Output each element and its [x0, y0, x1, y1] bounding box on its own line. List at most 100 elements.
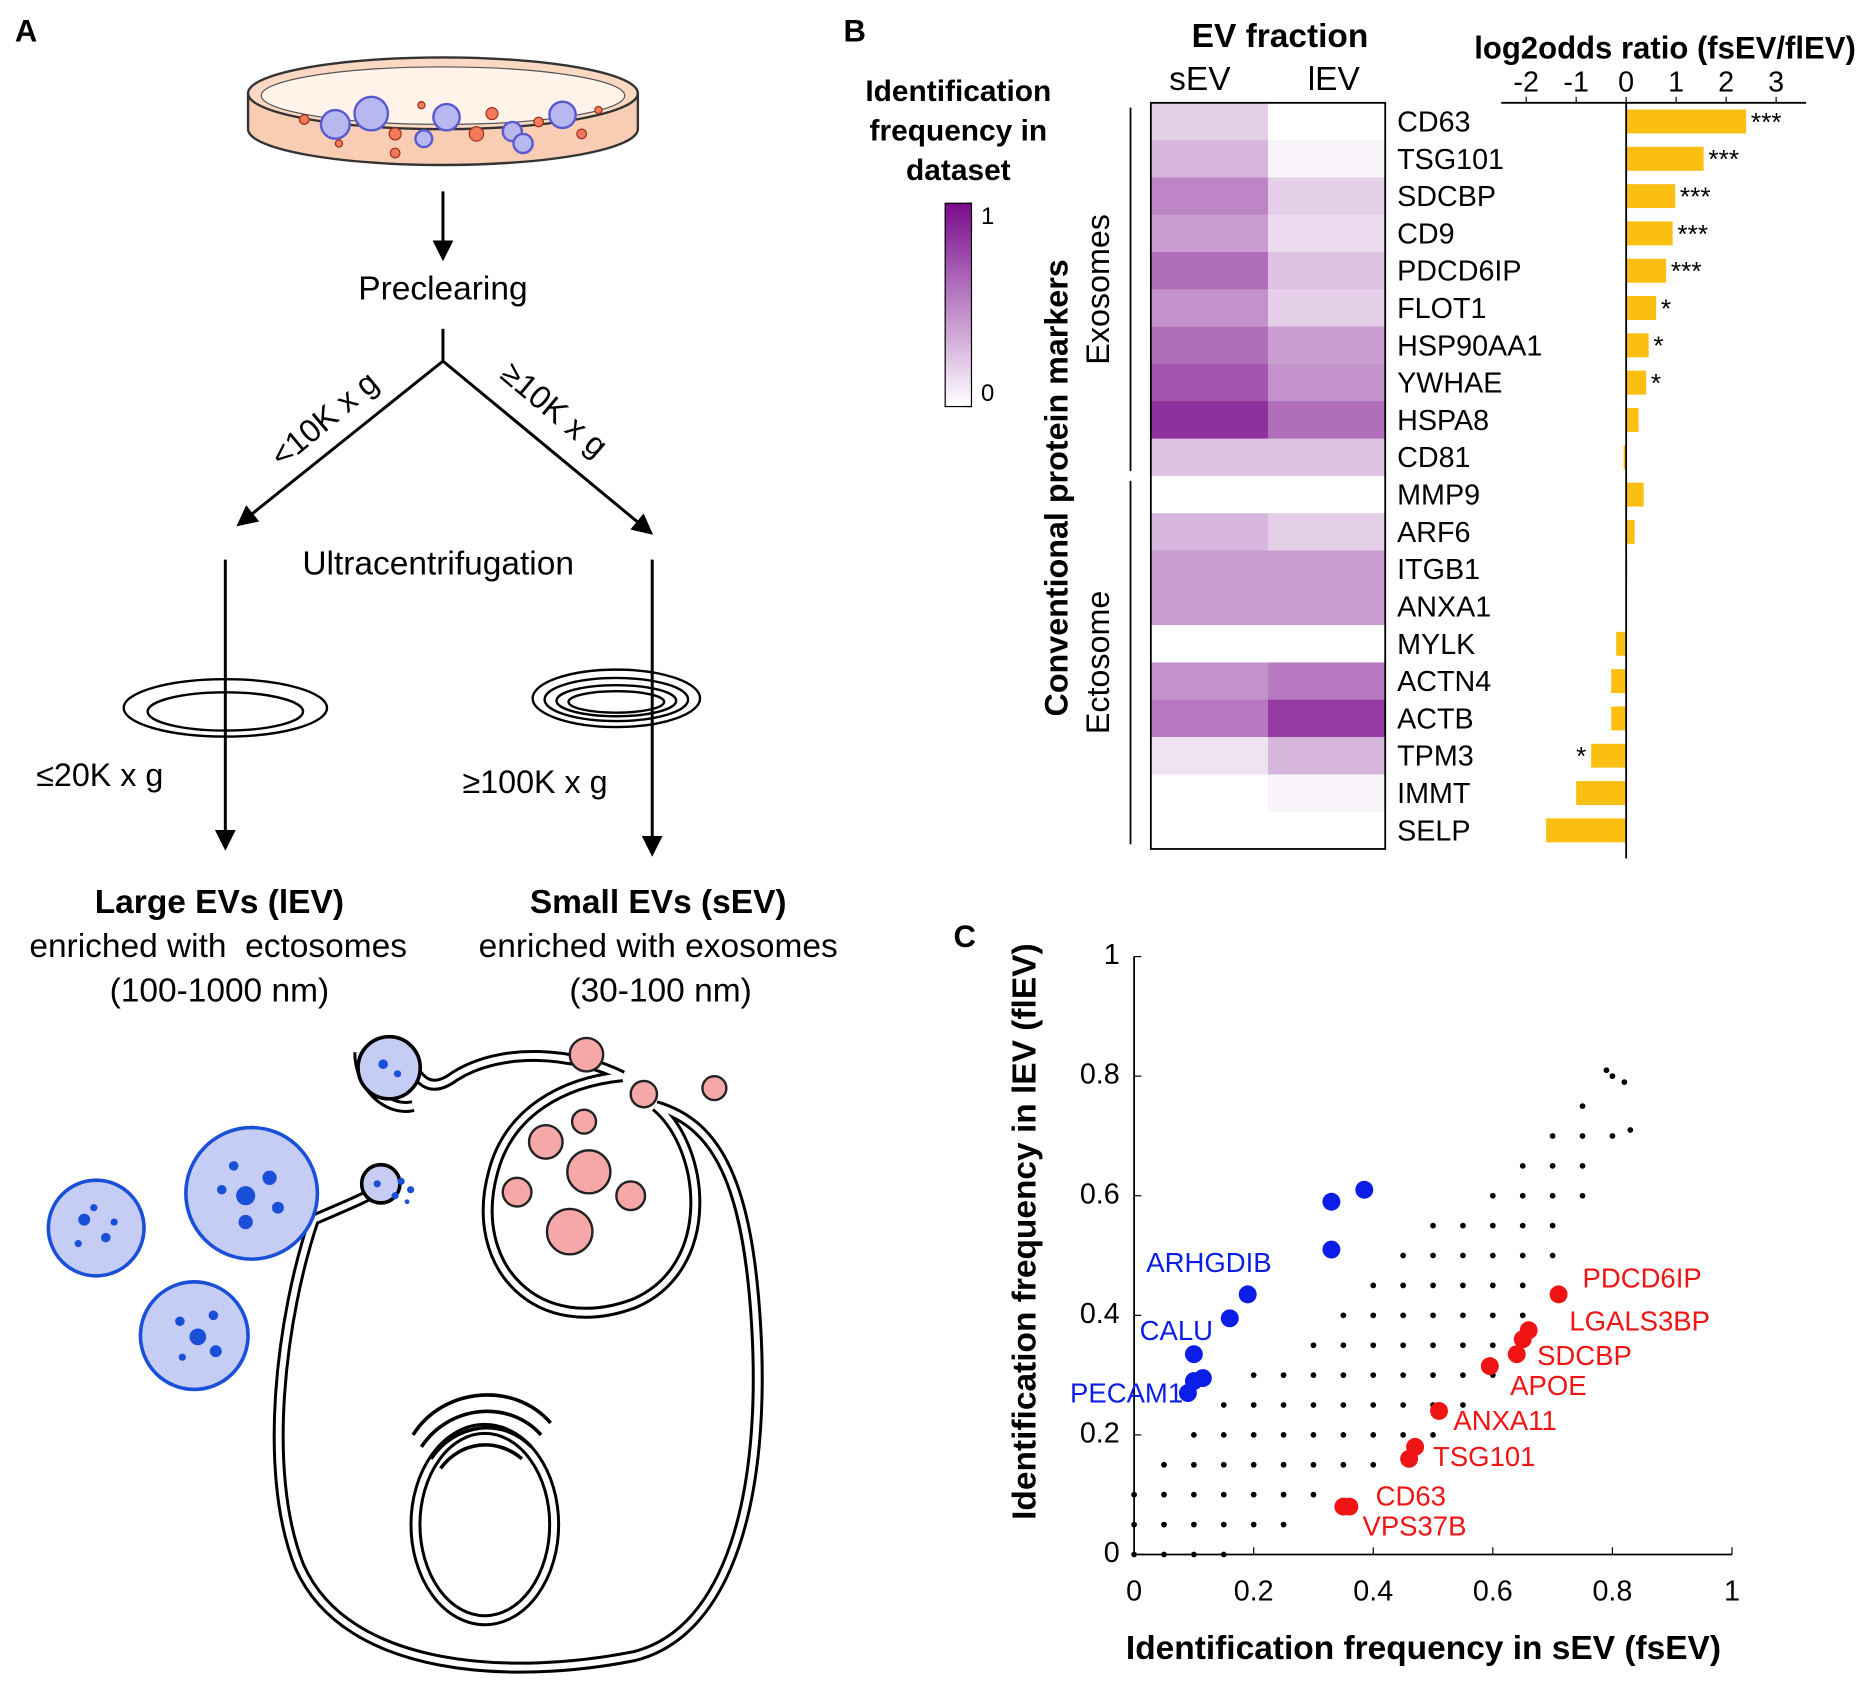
row-label: TPM3 [1397, 741, 1474, 773]
heatmap-cell [1268, 438, 1386, 477]
scatter-point [1400, 1312, 1407, 1319]
branch-label: ≥10K x g [494, 355, 615, 464]
scatter-point [1310, 1342, 1317, 1349]
scatter-point [1400, 1449, 1419, 1468]
scatter-point [1519, 1282, 1526, 1289]
x-tick-label: -2 [1513, 66, 1539, 98]
heatmap-cell [1150, 811, 1269, 850]
scatter-point [1430, 1222, 1436, 1229]
scatter-point [1370, 1312, 1377, 1319]
significance: * [1576, 741, 1586, 771]
bar [1626, 258, 1667, 283]
heatmap-cell [1268, 363, 1386, 402]
y-tick-label: 0 [1104, 1537, 1120, 1569]
scatter-point [1191, 1521, 1197, 1528]
step-label: Ultracentrifugation [302, 545, 574, 582]
scatter-point [1579, 1162, 1586, 1169]
scatter-point [1340, 1372, 1347, 1378]
scatter-point [1161, 1461, 1167, 1468]
heatmap-cell [1268, 811, 1386, 850]
heatmap-cell [1150, 252, 1269, 290]
heatmap-cell [1150, 289, 1269, 328]
x-tick-label: 0.4 [1353, 1575, 1393, 1607]
heatmap-cell [1268, 475, 1386, 514]
scatter-point [1370, 1282, 1377, 1289]
scatter-point [1460, 1402, 1466, 1408]
heatmap-cell [1268, 177, 1386, 216]
bar [1626, 221, 1673, 246]
heatmap-cell [1150, 737, 1269, 775]
significance: *** [1677, 219, 1708, 249]
fraction-title: Large EVs (lEV) [95, 884, 344, 921]
scatter-point [1400, 1402, 1407, 1408]
heatmap-cell [1268, 401, 1386, 440]
x-tick-label: 0 [1126, 1575, 1142, 1607]
scatter-point [1280, 1461, 1287, 1468]
x-tick-label: 0 [1618, 66, 1634, 98]
heatmap-cell [1268, 140, 1386, 179]
scatter-point [1519, 1192, 1526, 1199]
scatter-point [1280, 1432, 1287, 1438]
row-label: ARF6 [1397, 517, 1470, 549]
scatter-point [1549, 1222, 1556, 1229]
scatter-point [1480, 1357, 1499, 1376]
step-label: Preclearing [358, 270, 527, 307]
panel-label: A [15, 14, 37, 49]
fraction-text: (30-100 nm) [569, 972, 751, 1009]
row-label: HSPA8 [1397, 405, 1489, 437]
significance: *** [1680, 181, 1711, 211]
scatter-point [1280, 1372, 1287, 1378]
point-label: SDCBP [1537, 1340, 1632, 1371]
scatter-point [1250, 1432, 1257, 1438]
x-tick-label: -1 [1563, 66, 1589, 98]
y-tick-label: 1 [1104, 939, 1120, 971]
scatter-point [1579, 1133, 1586, 1139]
scatter-point [1489, 1222, 1496, 1229]
heatmap-cell [1268, 550, 1386, 589]
heatmap-cell [1150, 699, 1269, 738]
point-label: CD63 [1376, 1481, 1446, 1512]
panel-label: B [844, 14, 866, 49]
scatter-point [1489, 1192, 1496, 1199]
scatter-point [1489, 1282, 1496, 1289]
scatter-point [1131, 1521, 1137, 1528]
heatmap-cell [1268, 774, 1386, 813]
scatter-point [1400, 1372, 1407, 1378]
point-label: CALU [1140, 1315, 1213, 1346]
scatter-point [1250, 1372, 1257, 1378]
bar [1611, 669, 1627, 694]
scatter-point [1609, 1133, 1616, 1139]
scatter-point [1310, 1461, 1317, 1468]
row-label: CD81 [1397, 442, 1470, 474]
scatter-point [1184, 1345, 1203, 1364]
scatter-point [1220, 1461, 1227, 1468]
scatter-point [1519, 1162, 1526, 1169]
colorbar-title: frequency in [870, 115, 1048, 148]
point-label: ARHGDIB [1146, 1247, 1271, 1278]
row-label: CD9 [1397, 218, 1454, 250]
scatter-point [1549, 1192, 1556, 1199]
scatter-point [1370, 1342, 1377, 1349]
row-label: HSP90AA1 [1397, 330, 1542, 362]
scatter-point [1220, 1521, 1227, 1528]
scatter-point [1430, 1312, 1436, 1319]
point-label: ANXA11 [1453, 1405, 1556, 1436]
scatter-point [1340, 1342, 1347, 1349]
row-label: ANXA1 [1397, 591, 1491, 623]
scatter-point [1460, 1342, 1466, 1349]
scatter-point [1310, 1402, 1317, 1408]
heatmap-cell [1268, 699, 1386, 738]
bar [1626, 296, 1657, 320]
scatter-point [1579, 1192, 1586, 1199]
scatter-point [1460, 1312, 1466, 1319]
dish-vesicles [319, 95, 577, 155]
scatter-point [1507, 1345, 1526, 1364]
scatter-point [1549, 1252, 1556, 1259]
scatter-point [1603, 1067, 1610, 1074]
row-label: IMMT [1397, 778, 1470, 810]
scatter-point [1340, 1312, 1347, 1319]
significance: * [1651, 368, 1661, 398]
y-axis-label: Identification frequency in lEV (flEV) [1006, 943, 1043, 1519]
heatmap-cell [1268, 587, 1386, 626]
heatmap-cell [1150, 401, 1269, 440]
